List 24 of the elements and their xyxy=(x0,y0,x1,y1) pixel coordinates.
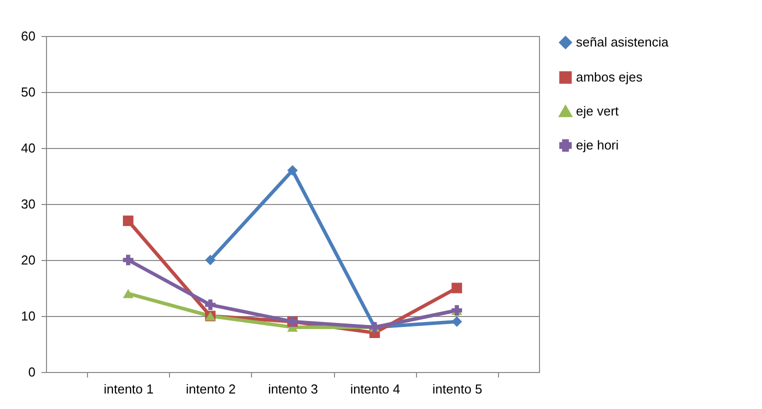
y-tick-label: 20 xyxy=(21,252,36,268)
x-tick-label: intento 1 xyxy=(104,382,154,396)
point xyxy=(122,216,134,226)
point xyxy=(452,282,462,294)
point xyxy=(205,254,216,266)
point xyxy=(122,254,134,266)
point xyxy=(452,316,462,327)
point xyxy=(205,300,216,310)
y-tick-label: 10 xyxy=(21,308,36,324)
x-tick-label: intento 5 xyxy=(432,382,482,396)
legend-label: eje vert xyxy=(576,104,620,118)
y-tick-label: 0 xyxy=(28,364,36,380)
y-tick-label: 50 xyxy=(21,84,36,100)
y-tick-label: 40 xyxy=(21,140,36,156)
point xyxy=(122,289,134,298)
legend-label: eje hori xyxy=(576,138,619,152)
point xyxy=(287,165,298,176)
x-tick-label: intento 3 xyxy=(268,382,318,396)
y-tick-label: 30 xyxy=(21,196,36,212)
legend-label: ambos ejes xyxy=(576,70,643,84)
x-tick-label: intento 2 xyxy=(186,382,236,396)
x-tick-label: intento 4 xyxy=(350,382,400,396)
y-tick-label: 60 xyxy=(21,28,36,44)
legend-label: señal asistencia xyxy=(576,34,670,50)
